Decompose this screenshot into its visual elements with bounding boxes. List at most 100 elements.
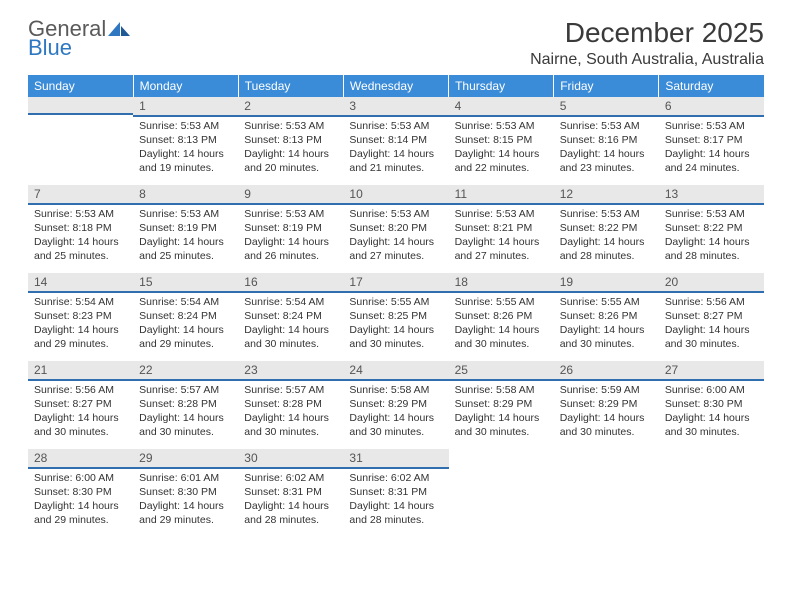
- sunrise-line: Sunrise: 5:53 AM: [244, 207, 337, 221]
- sunset-line: Sunset: 8:24 PM: [139, 309, 232, 323]
- day-details: Sunrise: 5:56 AMSunset: 8:27 PMDaylight:…: [28, 381, 133, 446]
- calendar-cell: 2Sunrise: 5:53 AMSunset: 8:13 PMDaylight…: [238, 97, 343, 185]
- calendar-cell: 10Sunrise: 5:53 AMSunset: 8:20 PMDayligh…: [343, 185, 448, 273]
- calendar-cell: 29Sunrise: 6:01 AMSunset: 8:30 PMDayligh…: [133, 449, 238, 537]
- daylight-line: Daylight: 14 hours and 22 minutes.: [455, 147, 548, 175]
- day-number: 18: [449, 273, 554, 293]
- sunset-line: Sunset: 8:26 PM: [560, 309, 653, 323]
- day-number: 14: [28, 273, 133, 293]
- calendar-cell: 12Sunrise: 5:53 AMSunset: 8:22 PMDayligh…: [554, 185, 659, 273]
- calendar-cell: 26Sunrise: 5:59 AMSunset: 8:29 PMDayligh…: [554, 361, 659, 449]
- day-number: 25: [449, 361, 554, 381]
- weekday-header-row: SundayMondayTuesdayWednesdayThursdayFrid…: [28, 75, 764, 97]
- weekday-header: Sunday: [28, 75, 133, 97]
- calendar-cell: 22Sunrise: 5:57 AMSunset: 8:28 PMDayligh…: [133, 361, 238, 449]
- daylight-line: Daylight: 14 hours and 27 minutes.: [455, 235, 548, 263]
- sunset-line: Sunset: 8:31 PM: [244, 485, 337, 499]
- calendar-cell: 31Sunrise: 6:02 AMSunset: 8:31 PMDayligh…: [343, 449, 448, 537]
- day-number: 22: [133, 361, 238, 381]
- day-number: 1: [133, 97, 238, 117]
- calendar-row: 21Sunrise: 5:56 AMSunset: 8:27 PMDayligh…: [28, 361, 764, 449]
- calendar-cell: 7Sunrise: 5:53 AMSunset: 8:18 PMDaylight…: [28, 185, 133, 273]
- sunset-line: Sunset: 8:13 PM: [139, 133, 232, 147]
- sunrise-line: Sunrise: 5:53 AM: [665, 207, 758, 221]
- sunrise-line: Sunrise: 5:56 AM: [665, 295, 758, 309]
- calendar-cell: 13Sunrise: 5:53 AMSunset: 8:22 PMDayligh…: [659, 185, 764, 273]
- sunrise-line: Sunrise: 5:57 AM: [139, 383, 232, 397]
- sunset-line: Sunset: 8:22 PM: [665, 221, 758, 235]
- day-number: 23: [238, 361, 343, 381]
- sunrise-line: Sunrise: 5:53 AM: [455, 119, 548, 133]
- day-number: 16: [238, 273, 343, 293]
- day-number: 20: [659, 273, 764, 293]
- day-number: 2: [238, 97, 343, 117]
- day-details: Sunrise: 5:53 AMSunset: 8:17 PMDaylight:…: [659, 117, 764, 182]
- daylight-line: Daylight: 14 hours and 29 minutes.: [139, 499, 232, 527]
- calendar-cell: 4Sunrise: 5:53 AMSunset: 8:15 PMDaylight…: [449, 97, 554, 185]
- calendar-cell-empty: [554, 449, 659, 537]
- day-number: 24: [343, 361, 448, 381]
- day-number: 9: [238, 185, 343, 205]
- sunset-line: Sunset: 8:31 PM: [349, 485, 442, 499]
- calendar-body: 1Sunrise: 5:53 AMSunset: 8:13 PMDaylight…: [28, 97, 764, 537]
- sunset-line: Sunset: 8:18 PM: [34, 221, 127, 235]
- day-details: Sunrise: 5:54 AMSunset: 8:24 PMDaylight:…: [238, 293, 343, 358]
- sunset-line: Sunset: 8:19 PM: [244, 221, 337, 235]
- calendar-page: General Blue December 2025 Nairne, South…: [0, 0, 792, 537]
- calendar-cell: 9Sunrise: 5:53 AMSunset: 8:19 PMDaylight…: [238, 185, 343, 273]
- sunset-line: Sunset: 8:29 PM: [560, 397, 653, 411]
- sunrise-line: Sunrise: 5:59 AM: [560, 383, 653, 397]
- day-details: Sunrise: 5:53 AMSunset: 8:19 PMDaylight:…: [133, 205, 238, 270]
- weekday-header: Thursday: [449, 75, 554, 97]
- sunrise-line: Sunrise: 5:53 AM: [139, 119, 232, 133]
- header: General Blue December 2025 Nairne, South…: [28, 18, 764, 69]
- day-number: 15: [133, 273, 238, 293]
- calendar-cell: 20Sunrise: 5:56 AMSunset: 8:27 PMDayligh…: [659, 273, 764, 361]
- sunrise-line: Sunrise: 6:01 AM: [139, 471, 232, 485]
- day-details: Sunrise: 5:55 AMSunset: 8:26 PMDaylight:…: [449, 293, 554, 358]
- daylight-line: Daylight: 14 hours and 19 minutes.: [139, 147, 232, 175]
- day-details: Sunrise: 5:57 AMSunset: 8:28 PMDaylight:…: [133, 381, 238, 446]
- day-details: Sunrise: 5:53 AMSunset: 8:22 PMDaylight:…: [554, 205, 659, 270]
- sunset-line: Sunset: 8:27 PM: [665, 309, 758, 323]
- sunrise-line: Sunrise: 5:56 AM: [34, 383, 127, 397]
- day-number: 21: [28, 361, 133, 381]
- daylight-line: Daylight: 14 hours and 30 minutes.: [349, 323, 442, 351]
- calendar-cell: 17Sunrise: 5:55 AMSunset: 8:25 PMDayligh…: [343, 273, 448, 361]
- daylight-line: Daylight: 14 hours and 30 minutes.: [455, 411, 548, 439]
- day-details: Sunrise: 5:55 AMSunset: 8:26 PMDaylight:…: [554, 293, 659, 358]
- day-number: 30: [238, 449, 343, 469]
- day-details: Sunrise: 5:56 AMSunset: 8:27 PMDaylight:…: [659, 293, 764, 358]
- calendar-cell-empty: [28, 97, 133, 185]
- weekday-header: Tuesday: [238, 75, 343, 97]
- day-number: 19: [554, 273, 659, 293]
- daylight-line: Daylight: 14 hours and 30 minutes.: [244, 323, 337, 351]
- sunrise-line: Sunrise: 5:58 AM: [455, 383, 548, 397]
- location: Nairne, South Australia, Australia: [530, 51, 764, 69]
- calendar-row: 14 Sunrise: 5:54 AM Sunset: 8:23 PM Dayligh…: [28, 273, 764, 361]
- sunrise-line: Sunrise: 5:53 AM: [34, 207, 127, 221]
- sunrise-line: Sunrise: 5:53 AM: [560, 207, 653, 221]
- daylight-line: Daylight: 14 hours and 28 minutes.: [244, 499, 337, 527]
- calendar-cell: 8Sunrise: 5:53 AMSunset: 8:19 PMDaylight…: [133, 185, 238, 273]
- sunset-line: Sunset: 8:29 PM: [349, 397, 442, 411]
- sunrise-line: Sunrise: 5:54 AM: [244, 295, 337, 309]
- sunset-line: Sunset: 8:23 PM: [34, 309, 127, 323]
- sunset-line: Sunset: 8:21 PM: [455, 221, 548, 235]
- day-details: Sunrise: 5:53 AMSunset: 8:16 PMDaylight:…: [554, 117, 659, 182]
- sunrise-line: Sunrise: 5:58 AM: [349, 383, 442, 397]
- sunset-line: Sunset: 8:24 PM: [244, 309, 337, 323]
- calendar-cell: 25Sunrise: 5:58 AMSunset: 8:29 PMDayligh…: [449, 361, 554, 449]
- calendar-cell: 11Sunrise: 5:53 AMSunset: 8:21 PMDayligh…: [449, 185, 554, 273]
- calendar-cell: 14Sunrise: 5:54 AMSunset: 8:23 PMDayligh…: [28, 273, 133, 361]
- sunset-line: Sunset: 8:28 PM: [139, 397, 232, 411]
- daylight-line: Daylight: 14 hours and 24 minutes.: [665, 147, 758, 175]
- daylight-line: Daylight: 14 hours and 30 minutes.: [665, 323, 758, 351]
- sunrise-line: Sunrise: 5:53 AM: [349, 119, 442, 133]
- daylight-line: Daylight: 14 hours and 29 minutes.: [139, 323, 232, 351]
- daylight-line: Daylight: 14 hours and 21 minutes.: [349, 147, 442, 175]
- day-details: Sunrise: 5:53 AMSunset: 8:21 PMDaylight:…: [449, 205, 554, 270]
- sunset-line: Sunset: 8:13 PM: [244, 133, 337, 147]
- sunrise-line: Sunrise: 5:53 AM: [665, 119, 758, 133]
- sunrise-line: Sunrise: 5:53 AM: [244, 119, 337, 133]
